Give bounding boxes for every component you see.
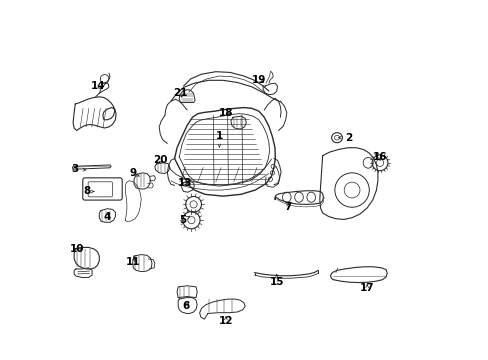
Text: 15: 15 [269,274,284,287]
Text: 12: 12 [218,316,233,325]
Text: 14: 14 [91,81,105,91]
Text: 17: 17 [359,283,374,293]
Text: 16: 16 [372,152,386,162]
Text: 6: 6 [183,301,190,311]
Text: 10: 10 [69,244,84,254]
FancyBboxPatch shape [88,182,112,197]
Text: 5: 5 [179,215,189,225]
Text: 4: 4 [103,212,111,221]
FancyBboxPatch shape [82,178,122,200]
Text: 7: 7 [284,202,291,212]
Text: 8: 8 [83,186,94,197]
Text: 3: 3 [71,164,86,174]
Text: 21: 21 [172,88,187,98]
Text: 2: 2 [338,133,352,143]
Text: 9: 9 [129,168,139,178]
Text: 13: 13 [178,178,192,188]
Text: 18: 18 [218,108,233,118]
Text: 1: 1 [215,131,223,147]
Text: 19: 19 [251,75,265,85]
Text: 11: 11 [125,257,140,267]
Text: 20: 20 [153,155,167,165]
